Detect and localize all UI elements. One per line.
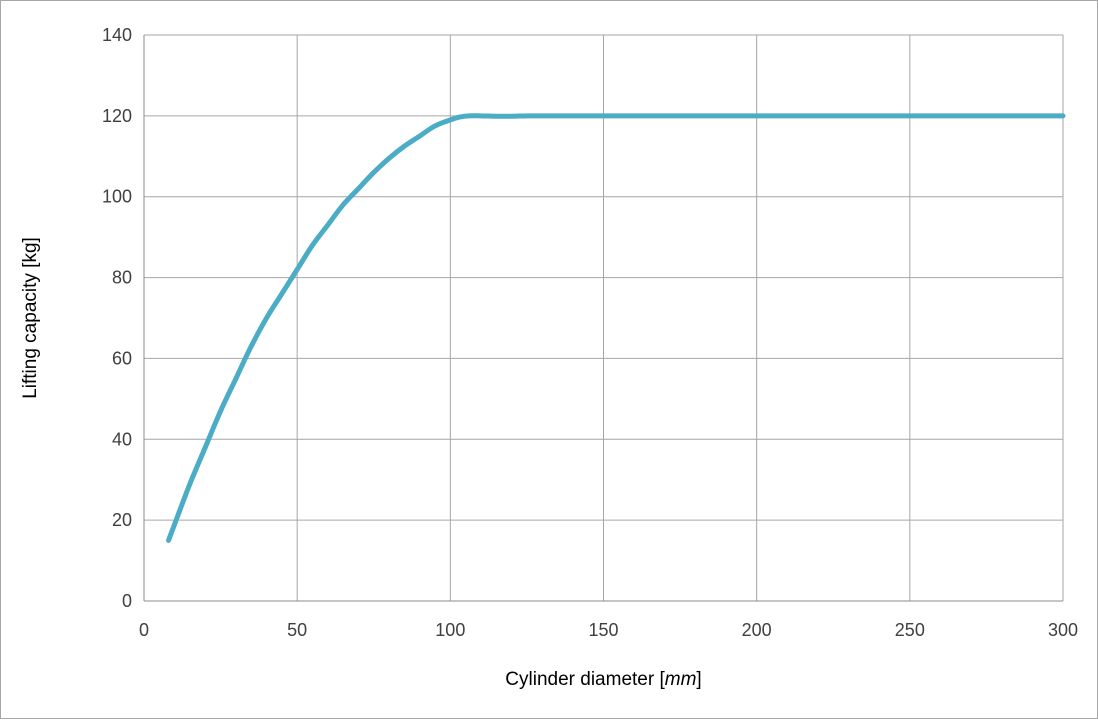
- y-tick-label-20: 20: [112, 510, 132, 530]
- data-point-0-16: [402, 144, 407, 149]
- x-axis-title-suffix: ]: [696, 669, 701, 690]
- tick-labels: 0 20 40 60 80 100 120 140 0 50 100 150 200 250 300: [102, 25, 1078, 640]
- x-axis-title-prefix: Cylinder diameter [: [505, 669, 665, 690]
- y-tick-label-120: 120: [102, 106, 132, 126]
- y-tick-label-100: 100: [102, 187, 132, 207]
- data-point-0-14: [371, 170, 376, 175]
- x-tick-label-250: 250: [895, 620, 925, 640]
- x-tick-label-300: 300: [1048, 620, 1078, 640]
- data-point-0-18: [433, 123, 438, 128]
- data-point-0-23: [494, 114, 499, 119]
- data-point-0-30: [754, 113, 759, 118]
- data-point-0-21: [466, 113, 471, 118]
- y-tick-label-140: 140: [102, 25, 132, 45]
- data-point-0-28: [601, 113, 606, 118]
- data-point-0-19: [448, 117, 453, 122]
- data-point-0-0: [166, 538, 171, 543]
- x-axis-title-unit: mm: [665, 669, 697, 690]
- axes: [143, 35, 1063, 602]
- data-point-0-10: [310, 243, 315, 248]
- x-tick-label-50: 50: [287, 620, 307, 640]
- x-tick-label-200: 200: [742, 620, 772, 640]
- data-point-0-1: [172, 522, 177, 527]
- data-point-0-17: [417, 134, 422, 139]
- y-tick-label-60: 60: [112, 348, 132, 368]
- data-point-0-8: [279, 291, 284, 296]
- data-point-0-22: [478, 113, 483, 118]
- data-point-0-12: [341, 202, 346, 207]
- data-point-0-34: [1061, 113, 1066, 118]
- x-tick-label-0: 0: [139, 620, 149, 640]
- data-point-0-33: [984, 113, 989, 118]
- series-line-0: [166, 113, 1066, 543]
- data-point-0-4: [218, 408, 223, 413]
- data-point-0-6: [249, 344, 254, 349]
- data-point-0-20: [457, 115, 462, 120]
- y-axis-title: Lifting capacity [kg]: [20, 237, 41, 399]
- x-axis-title: Cylinder diameter [mm]: [505, 669, 701, 690]
- data-point-0-2: [187, 481, 192, 486]
- data-point-0-24: [509, 114, 514, 119]
- data-point-0-25: [524, 113, 529, 118]
- data-point-0-32: [907, 113, 912, 118]
- series-layer: [166, 113, 1066, 543]
- data-point-0-9: [295, 267, 300, 272]
- data-point-0-7: [264, 316, 269, 321]
- data-point-0-31: [831, 113, 836, 118]
- y-tick-label-0: 0: [122, 591, 132, 611]
- data-point-0-27: [570, 113, 575, 118]
- data-point-0-3: [203, 445, 208, 450]
- x-tick-label-150: 150: [588, 620, 618, 640]
- y-tick-label-80: 80: [112, 268, 132, 288]
- data-point-0-26: [540, 113, 545, 118]
- data-point-0-15: [387, 156, 392, 161]
- y-tick-label-40: 40: [112, 429, 132, 449]
- gridlines: [143, 34, 1064, 602]
- data-point-0-29: [678, 113, 683, 118]
- data-point-0-5: [233, 376, 238, 381]
- x-tick-label-100: 100: [435, 620, 465, 640]
- data-point-0-11: [325, 223, 330, 228]
- data-point-0-13: [356, 186, 361, 191]
